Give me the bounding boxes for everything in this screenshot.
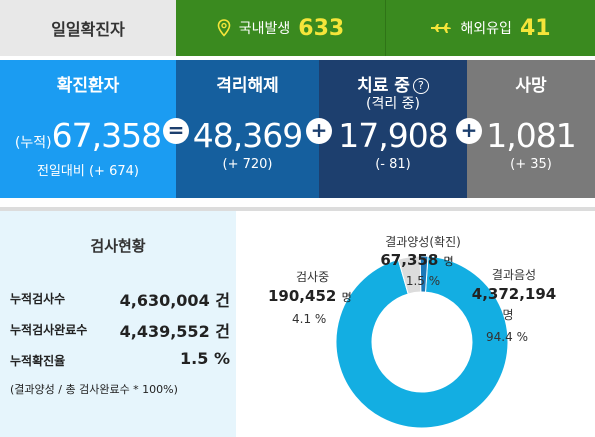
positive-rate-note: (결과양성 / 총 검사완료수 * 100%) <box>10 383 178 396</box>
testing-row-total: 누적검사수 4,630,004 건 <box>10 287 230 310</box>
deaths-column: 사망 1,081 (+ 35) <box>467 60 595 198</box>
released-column: 격리해제 48,369 (+ 720) <box>176 60 319 198</box>
treating-column: 치료 중? (격리 중) 17,908 (- 81) <box>319 60 467 198</box>
positive-percent: 1.5 % <box>405 274 441 288</box>
domestic-value: 633 <box>298 15 345 41</box>
confirmed-delta: 전일대비 (+ 674) <box>37 164 139 179</box>
treating-value: 17,908 <box>338 116 448 155</box>
pending-count: 190,452 명 <box>268 287 378 305</box>
positive-unit: 명 <box>443 255 454 268</box>
testing-row-label: 누적검사완료수 <box>10 323 88 337</box>
confirmed-column: 확진환자 (누적)67,358 전일대비 (+ 674) <box>0 60 176 198</box>
positive-value: 67,358 <box>380 251 439 269</box>
location-pin-icon <box>217 19 231 37</box>
testing-result-pie-chart <box>335 255 509 429</box>
positive-count: 67,358 명 <box>352 251 482 269</box>
pie-slice-positive <box>419 255 429 293</box>
negative-label: 결과음성 <box>491 268 537 282</box>
cumulative-prefix: (누적) <box>14 135 52 151</box>
testing-row-value: 4,439,552 건 <box>119 322 230 341</box>
imported-value: 41 <box>519 15 551 41</box>
airplane-icon <box>430 20 452 36</box>
pie-slice-negative <box>335 255 509 429</box>
deaths-value: 1,081 <box>486 116 576 155</box>
negative-percent: 94.4 % <box>486 330 528 344</box>
testing-row-label: 누적검사수 <box>10 292 66 306</box>
testing-row-label: 누적확진율 <box>10 354 66 368</box>
negative-unit: 명 <box>502 308 514 322</box>
pending-percent: 4.1 % <box>292 312 327 326</box>
domestic-cases: 국내발생 633 <box>176 0 386 56</box>
testing-status-panel: 검사현황 누적검사수 4,630,004 건 누적검사완료수 4,439,552… <box>0 211 236 437</box>
deaths-delta: (+ 35) <box>510 157 552 172</box>
help-icon[interactable]: ? <box>412 78 429 94</box>
imported-label: 해외유입 <box>460 21 512 37</box>
confirmed-value: 67,358 <box>51 116 162 155</box>
treating-delta: (- 81) <box>375 157 411 172</box>
released-label: 격리해제 <box>216 76 279 96</box>
imported-cases: 해외유입 41 <box>386 0 595 56</box>
treating-header: 치료 중? <box>319 76 467 96</box>
pending-unit: 명 <box>341 291 352 304</box>
confirmed-label: 확진환자 <box>56 76 120 96</box>
testing-row-value: 1.5 % <box>180 349 230 368</box>
testing-row-positive-rate: 누적확진율 1.5 % <box>10 349 230 371</box>
testing-row-value: 4,630,004 건 <box>119 291 230 310</box>
treating-sub-label: (격리 중) <box>365 96 420 112</box>
deaths-label: 사망 <box>515 76 547 96</box>
daily-confirmed-title: 일일확진자 <box>0 0 176 56</box>
negative-value: 4,372,194 <box>471 285 557 303</box>
domestic-label: 국내발생 <box>238 21 291 37</box>
plus-operator-2: + <box>456 118 482 144</box>
treating-label: 치료 중 <box>357 76 410 96</box>
released-delta: (+ 720) <box>222 157 273 172</box>
confirmed-total: (누적)67,358 <box>0 116 176 163</box>
plus-operator-1: + <box>306 118 332 144</box>
pending-value: 190,452 <box>268 287 337 305</box>
section-divider <box>0 207 595 211</box>
pending-label: 검사중 <box>296 270 330 284</box>
equals-operator: = <box>163 118 189 144</box>
released-value: 48,369 <box>192 116 303 155</box>
testing-title: 검사현황 <box>90 237 146 255</box>
daily-confirmed-bar: 일일확진자 국내발생 633 해외유입 41 <box>0 0 595 56</box>
testing-row-completed: 누적검사완료수 4,439,552 건 <box>10 318 230 341</box>
case-stats: 확진환자 (누적)67,358 전일대비 (+ 674) 격리해제 48,369… <box>0 60 595 198</box>
positive-label: 결과양성(확진) <box>385 235 461 249</box>
